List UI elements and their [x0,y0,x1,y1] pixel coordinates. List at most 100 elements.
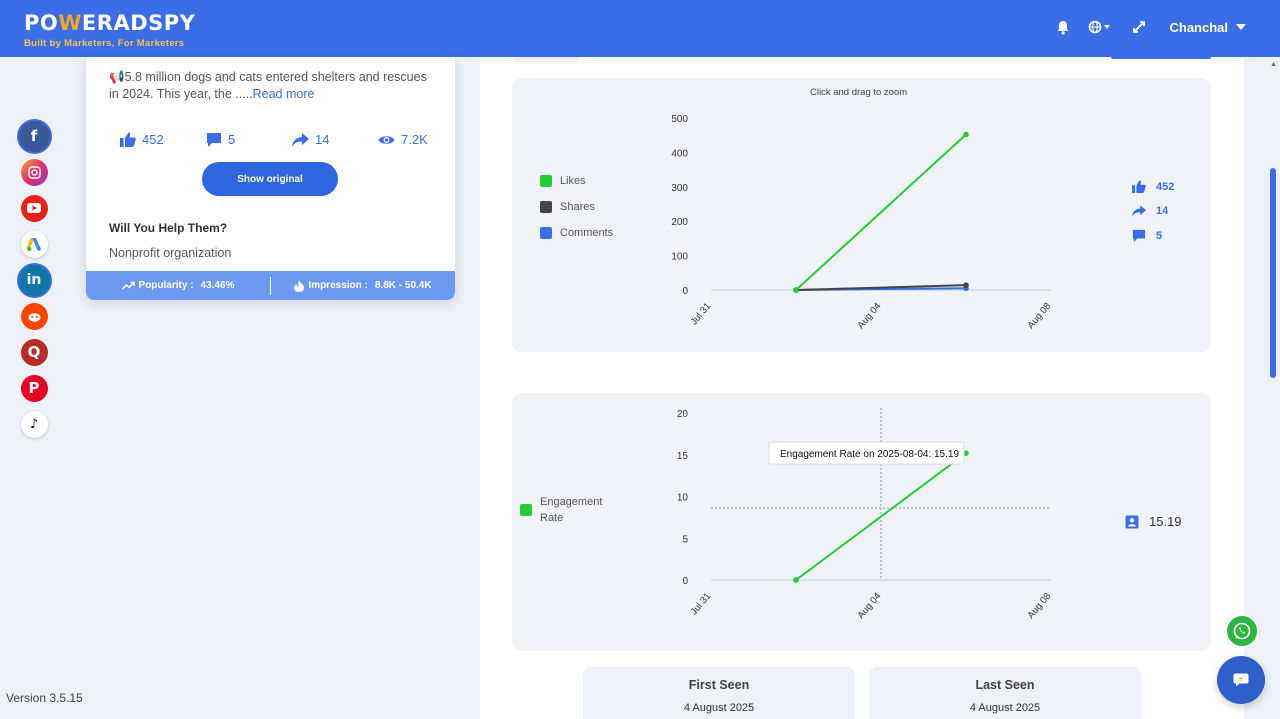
x-tick-label: Jul 31 [689,301,714,327]
eye-icon [378,135,395,144]
chevron-down-icon [1236,24,1246,30]
data-point [963,450,969,456]
likes-count: 452 [142,132,164,147]
y-tick-label: 0 [682,576,688,587]
quora-icon[interactable]: Q [18,338,50,366]
data-point [793,577,799,583]
tiktok-icon[interactable]: ♪ [18,410,50,438]
legend-comments-label: Comments [560,227,614,239]
first-seen-date: 4 August 2025 [683,702,755,714]
legend-engagement-label-1: Engagement [540,496,603,508]
views-stat: 7.2K [378,132,464,147]
page-scrollbar[interactable] [1270,168,1276,378]
thumbs-up-icon [120,132,136,147]
youtube-icon[interactable] [18,194,50,222]
fullscreen-icon[interactable] [1129,17,1149,37]
last-seen-card: Last Seen 4 August 2025 [869,667,1141,719]
footer-divider [270,276,271,295]
legend-likes-label: Likes [560,175,586,187]
impression-value: 8.8K - 50.4K [374,280,432,291]
chart-tooltip: Engagement Rate on 2025-08-04: 15.19 [768,441,965,465]
show-original-button[interactable]: Show original [202,162,338,196]
y-tick-label: 15 [677,451,689,462]
platform-sidebar: f in Q P ♪ [18,120,50,438]
comments-swatch [540,227,552,239]
engagement-rate-chart[interactable]: 0 5 10 15 20 Jul 31 Aug 04 Aug 08 Engagement Rat… [640,395,1100,635]
y-tick-label: 200 [671,217,688,228]
ad-metrics-footer: Popularity : 43.46% Impression : 8.8K - … [86,271,455,300]
ad-title: Will You Help Them? [109,221,228,235]
bell-icon[interactable] [1053,17,1073,37]
read-more-link[interactable]: Read more [252,87,315,101]
thumbs-up-icon [1132,180,1146,193]
y-tick-label: 400 [671,148,688,159]
legend-likes[interactable]: Likes [540,175,613,187]
comment-icon [1132,229,1146,242]
comments-stat: 5 [206,132,292,147]
engagement-user-icon [1125,515,1139,528]
description-text: 5.8 million dogs and cats entered shelte… [109,70,427,101]
total-comments: 5 [1132,229,1174,242]
popularity-metric: Popularity : 43.46% [86,280,270,291]
x-tick-label: Aug 04 [856,301,884,331]
share-arrow-icon [1132,205,1146,217]
legend-engagement-rate[interactable]: Engagement Rate [520,494,602,526]
x-tick-label: Aug 04 [856,591,884,621]
logo-text-1: PO [24,11,59,35]
engagement-line-chart[interactable]: 0 100 200 300 400 500 Jul 31 Aug 04 Aug 08 [640,100,1100,340]
last-seen-date: 4 August 2025 [969,702,1041,714]
views-count: 7.2K [401,132,428,147]
y-tick-label: 500 [671,114,688,125]
last-seen-label: Last Seen [975,678,1035,692]
linkedin-icon[interactable]: in [18,264,50,296]
trending-up-icon [121,281,135,290]
tooltip-box [768,441,965,465]
poweradspy-logo[interactable]: POWERADSPY Built by Marketers, For Marke… [24,12,195,49]
y-tick-label: 20 [677,409,689,420]
support-chat-button[interactable] [1217,656,1265,704]
ad-stats: 452 5 14 7.2K [120,132,464,147]
series-line-likes [795,133,967,291]
user-menu[interactable]: Chanchal [1169,20,1246,35]
shares-stat: 14 [292,132,378,147]
comment-icon [207,133,221,147]
shares-swatch [540,201,552,213]
total-comments-value: 5 [1156,229,1163,242]
whatsapp-icon[interactable] [1227,616,1257,646]
reddit-icon[interactable] [18,302,50,330]
tab-stub [513,57,579,62]
series-line-engagement-rate [795,452,967,581]
legend-comments[interactable]: Comments [540,227,613,239]
megaphone-icon: 📢 [109,70,125,84]
total-shares-value: 14 [1156,205,1169,217]
total-likes-value: 452 [1156,180,1175,193]
popularity-label: Popularity : [138,280,194,291]
chat-icon [1233,673,1249,687]
engagement-rate-value: 15.19 [1149,514,1182,529]
legend-shares[interactable]: Shares [540,201,613,213]
y-tick-label: 5 [682,534,688,545]
logo-text-2: W [58,11,82,35]
chart1-totals: 452 14 5 [1132,180,1174,242]
popularity-value: 43.46% [200,280,235,291]
pinterest-icon[interactable]: P [18,374,50,402]
username-label: Chanchal [1169,19,1228,35]
tooltip-text: Engagement Rate on 2025-08-04: 15.19 [780,449,959,460]
engagement-swatch [520,504,532,516]
scroll-up-arrow-icon[interactable]: ▲ [1270,61,1277,68]
y-tick-label: 300 [671,183,688,194]
legend-engagement-label-2: Rate [540,512,564,524]
ad-card: 📢5.8 million dogs and cats entered shelt… [86,57,455,300]
google-ads-icon[interactable] [18,230,50,258]
data-point [793,287,799,293]
instagram-icon[interactable] [18,158,50,186]
data-point [963,282,969,288]
engagement-rate-total: 15.19 [1125,514,1182,529]
engagement-rate-card [512,393,1211,651]
action-button-stub[interactable] [1111,57,1211,59]
facebook-icon[interactable]: f [18,120,50,152]
x-tick-label: Aug 08 [1026,591,1054,621]
legend-shares-label: Shares [560,201,595,213]
comments-count: 5 [228,132,236,147]
language-globe-icon[interactable] [1087,17,1115,37]
